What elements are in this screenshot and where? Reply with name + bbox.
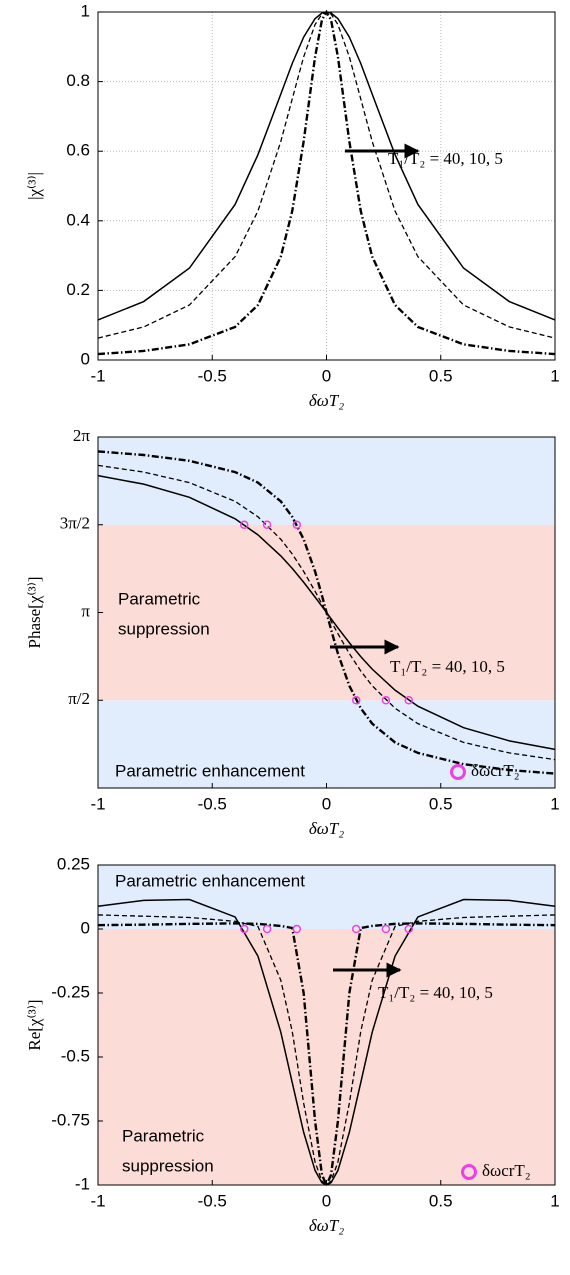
legend-label: δωcrT₂ [482,1161,531,1180]
x-tick-label: 0.5 [429,366,453,385]
y-tick-label: -1 [75,1174,90,1193]
x-tick-label: 1 [550,794,559,813]
y-axis-label: |χ⁽³⁾| [25,172,44,200]
marker [404,696,414,705]
band [98,700,555,788]
y-tick-label: -0.5 [61,1046,90,1065]
annotation: T₁/T₂ = 40, 10, 5 [378,983,493,1002]
x-tick-label: -0.5 [198,366,227,385]
y-tick-label: -0.25 [51,982,90,1001]
marker [351,696,361,705]
axes-frame [97,864,556,1186]
y-axis-label: Re[χ⁽³⁾] [25,999,44,1050]
annotation: Parametric [118,589,201,608]
y-tick-label: 0.8 [66,71,90,90]
x-axis-label: δωT₂ [309,391,344,410]
marker [239,520,249,529]
axes-frame [97,436,556,789]
y-tick-label: 0 [81,918,90,937]
x-tick-label: -0.5 [198,1191,227,1210]
legend-marker [461,1164,477,1180]
band [98,929,555,1185]
annotation: suppression [118,619,210,638]
x-tick-label: 1 [550,366,559,385]
y-tick-label: 0.4 [66,210,90,229]
band [98,865,555,929]
line-series [97,922,556,1188]
legend-label: δωcrT₂ [471,761,520,780]
legend-marker [450,764,466,780]
x-axis-label: δωT₂ [309,1216,344,1235]
marker [292,924,302,934]
y-tick-label: -0.75 [51,1110,90,1129]
annotation: suppression [122,1156,214,1175]
annotation: T₁/T₂ = 40, 10, 5 [390,657,505,676]
y-axis-label: Phase[χ⁽³⁾] [25,577,44,649]
x-tick-label: -0.5 [198,794,227,813]
x-tick-label: 0 [322,366,331,385]
marker [262,924,272,934]
y-tick-label: 0.25 [57,854,90,873]
y-tick-label: 0.2 [66,280,90,299]
x-tick-label: -1 [90,794,105,813]
x-tick-label: 0 [322,794,331,813]
x-axis-label: δωT₂ [309,819,344,838]
annotation: Parametric [122,1126,205,1145]
y-tick-label: π [81,601,90,620]
marker [351,924,361,934]
y-tick-label: 2π [73,426,91,445]
x-tick-label: 0 [322,1191,331,1210]
marker [292,520,302,529]
x-tick-label: -1 [90,366,105,385]
band [98,437,555,525]
y-tick-label: 3π/2 [60,514,90,533]
marker [381,924,391,934]
x-tick-label: 1 [550,1191,559,1210]
axes-frame [97,11,556,361]
x-tick-label: 0.5 [429,794,453,813]
line-series [97,450,556,775]
marker [239,924,249,934]
y-tick-label: 0 [81,349,90,368]
y-tick-label: π/2 [68,689,90,708]
marker [381,696,391,705]
y-tick-label: 0.6 [66,141,90,160]
marker [404,924,414,934]
marker [262,520,272,529]
x-tick-label: 0.5 [429,1191,453,1210]
x-tick-label: -1 [90,1191,105,1210]
y-tick-label: 1 [81,1,90,20]
annotation: Parametric enhancement [115,871,305,890]
annotation: Parametric enhancement [115,761,305,780]
